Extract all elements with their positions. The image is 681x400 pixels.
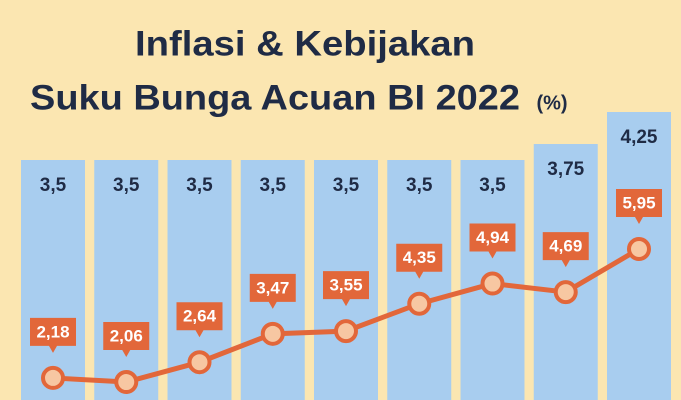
line-marker — [553, 280, 578, 305]
label-box — [396, 243, 443, 279]
label-box — [616, 189, 662, 224]
label-box — [249, 273, 296, 309]
bar-value-label: 4,25 — [621, 127, 658, 148]
line-marker — [260, 321, 285, 346]
line-value-label: 3,47 — [256, 278, 289, 297]
bar-value-label: 3,5 — [113, 175, 140, 196]
line-marker — [334, 319, 358, 344]
bar-value-label: 3,5 — [406, 175, 433, 196]
line-value-label: 4,35 — [403, 248, 436, 267]
label-box — [469, 223, 516, 259]
bar — [94, 160, 159, 400]
chart-title: Suku Bunga Acuan BI 2022 — [30, 78, 520, 117]
bar-value-label: 3,5 — [479, 175, 506, 196]
line-marker — [480, 271, 505, 296]
label-box — [323, 271, 369, 307]
bar-value-label: 3,5 — [40, 175, 67, 196]
chart-title: Inflasi & Kebijakan — [135, 24, 475, 63]
label-box — [542, 232, 589, 268]
line-value-label: 5,95 — [622, 193, 655, 212]
line-marker — [627, 237, 651, 261]
label-box — [30, 317, 76, 353]
bar — [21, 160, 85, 400]
bar-value-label: 3,75 — [547, 159, 584, 180]
bar-value-label: 3,5 — [333, 175, 360, 196]
line-value-label: 4,94 — [476, 228, 510, 247]
line-value-label: 3,55 — [329, 276, 362, 295]
line-marker — [407, 291, 432, 316]
line-value-label: 4,69 — [549, 237, 582, 256]
line-value-label: 2,64 — [183, 307, 217, 326]
line-value-label: 2,18 — [36, 322, 69, 341]
line-marker — [187, 350, 212, 375]
bar-value-label: 3,5 — [260, 175, 287, 196]
line-marker — [41, 365, 65, 390]
line-marker — [114, 370, 139, 395]
bar — [387, 160, 452, 400]
label-box — [103, 322, 150, 358]
line-value-label: 2,06 — [110, 327, 143, 346]
bar-value-label: 3,5 — [186, 175, 213, 196]
bar — [533, 144, 598, 400]
unit-label: (%) — [536, 92, 567, 114]
label-box — [176, 302, 223, 338]
